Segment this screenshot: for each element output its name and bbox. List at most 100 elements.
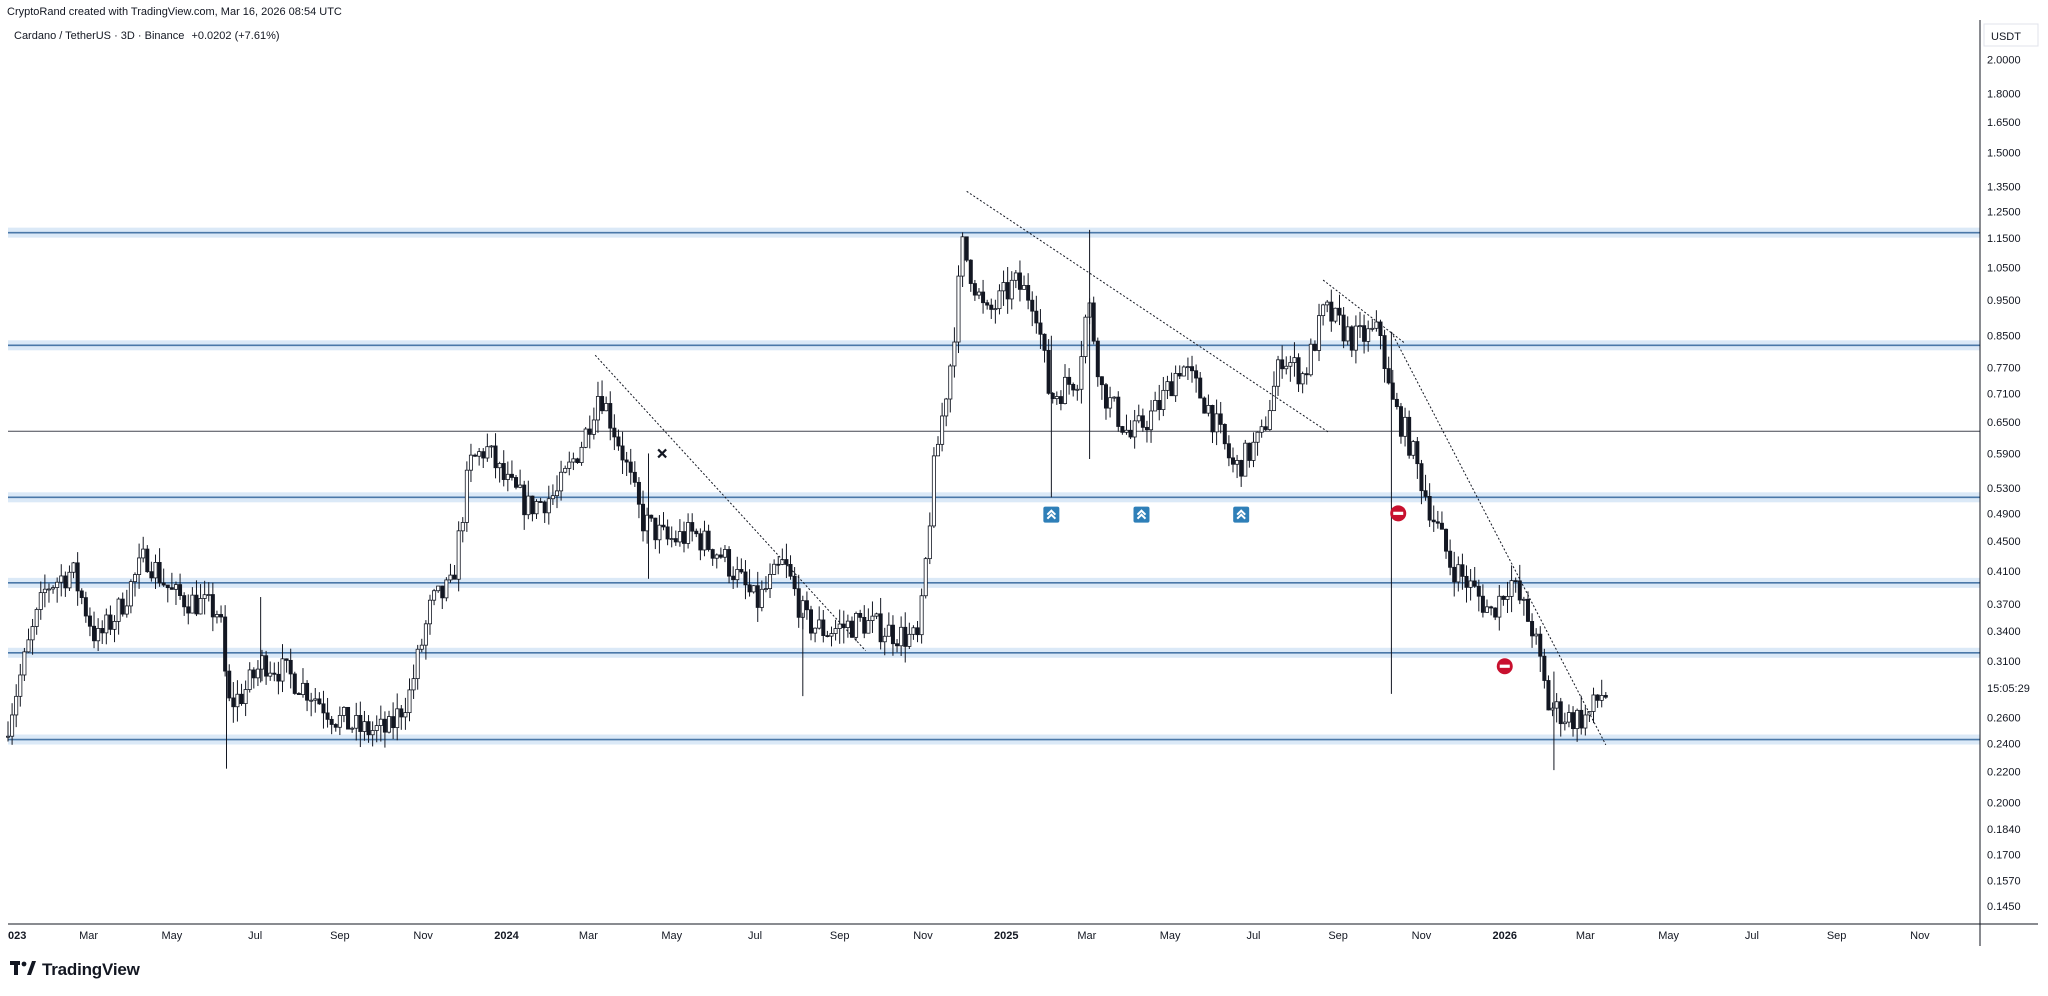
candle-body-133 [550, 495, 555, 500]
symbol-legend[interactable]: Cardano / TetherUS · 3D · Binance +0.020… [14, 30, 284, 42]
candle-body-373 [1534, 633, 1539, 637]
y-tick-label: 0.2200 [1987, 767, 2021, 779]
y-tick-label: 0.3400 [1987, 626, 2021, 638]
candle-body-172 [710, 549, 715, 559]
candle-body-154 [636, 481, 641, 505]
candle-body-103 [427, 599, 432, 625]
candle-body-54 [227, 670, 232, 699]
candle-body-320 [1317, 315, 1322, 351]
candle-body-273 [1124, 429, 1129, 433]
candle-body-330 [1357, 325, 1362, 328]
candle-body-77 [321, 703, 326, 714]
candle-body-202 [833, 628, 838, 634]
tradingview-logo-icon [10, 960, 36, 980]
candle-body-376 [1546, 680, 1551, 711]
x-tick-label: Mar [79, 930, 98, 942]
candle-body-57 [239, 693, 244, 705]
candle-body-250 [1030, 299, 1035, 312]
candle-body-28 [120, 598, 125, 615]
y-tick-label: 0.1570 [1987, 875, 2021, 887]
x-tick-label: May [1658, 930, 1679, 942]
candle-body-127 [526, 495, 531, 516]
y-tick-label: 1.8000 [1987, 89, 2021, 101]
candle-body-220 [907, 633, 912, 647]
candle-body-90 [374, 725, 379, 731]
y-tick-label: 0.8500 [1987, 331, 2021, 343]
candle-body-119 [493, 445, 498, 469]
symbol-label: Cardano / TetherUS · 3D · Binance [14, 30, 185, 42]
candle-body-39 [165, 584, 170, 589]
candlestick-series [6, 229, 1608, 771]
candle-body-270 [1112, 396, 1117, 399]
candle-body-360 [1480, 595, 1485, 613]
candle-body-125 [518, 484, 523, 488]
candle-body-357 [1468, 580, 1473, 588]
candle-body-104 [432, 590, 437, 601]
y-tick-label: 0.3700 [1987, 599, 2021, 611]
no-entry-bar-4 [1393, 511, 1404, 515]
y-tick-label: 0.9500 [1987, 295, 2021, 307]
y-tick-label: 0.3100 [1987, 656, 2021, 668]
candle-body-288 [1185, 366, 1190, 369]
candle-body-201 [829, 633, 834, 637]
candle-body-239 [985, 302, 990, 306]
candle-body-177 [731, 575, 736, 581]
candle-body-310 [1276, 359, 1281, 387]
candle-body-158 [653, 517, 658, 541]
x-tick-label: Mar [1077, 930, 1096, 942]
candle-body-74 [309, 699, 314, 702]
candle-body-176 [727, 549, 732, 577]
candle-body-381 [1566, 712, 1571, 723]
y-tick-label: 0.5300 [1987, 483, 2021, 495]
candle-body-334 [1374, 321, 1379, 329]
candle-body-27 [116, 598, 121, 622]
y-tick-label: 1.0500 [1987, 263, 2021, 275]
candle-body-300 [1235, 460, 1240, 465]
candle-body-162 [669, 538, 674, 540]
candle-body-363 [1493, 607, 1498, 618]
candle-body-287 [1181, 366, 1186, 377]
candle-body-362 [1489, 606, 1494, 609]
candle-body-145 [600, 396, 605, 412]
candle-body-374 [1538, 633, 1543, 657]
candle-body-13 [59, 575, 64, 583]
trendline-3 [1390, 331, 1607, 746]
candle-body-72 [300, 682, 305, 695]
candle-body-142 [587, 428, 592, 435]
candle-body-109 [452, 574, 457, 580]
candle-body-113 [468, 454, 473, 471]
candle-body-218 [899, 626, 904, 647]
candle-body-68 [284, 658, 289, 661]
candle-body-312 [1284, 365, 1289, 370]
candle-body-279 [1149, 410, 1154, 431]
candle-body-328 [1349, 326, 1354, 351]
candle-body-137 [567, 461, 572, 469]
candle-body-8 [38, 592, 43, 610]
candle-body-340 [1398, 406, 1403, 437]
no-entry-icon [1496, 658, 1513, 675]
candle-body-335 [1378, 321, 1383, 336]
candle-body-235 [968, 259, 973, 284]
candle-body-207 [854, 613, 859, 638]
x-tick-label: Sep [1827, 930, 1847, 942]
candle-body-75 [313, 698, 318, 701]
y-tick-label: 0.4100 [1987, 566, 2021, 578]
candle-body-383 [1575, 709, 1580, 730]
candle-body-259 [1067, 376, 1072, 385]
candle-body-152 [628, 461, 633, 473]
candle-body-112 [464, 469, 469, 523]
x-tick-label: Mar [1576, 930, 1595, 942]
candle-body-30 [128, 581, 133, 607]
candle-body-228 [940, 415, 945, 445]
x-tick-label: May [661, 930, 682, 942]
candle-body-130 [538, 501, 543, 503]
candle-body-354 [1456, 564, 1461, 583]
candle-body-79 [329, 718, 334, 725]
candle-body-351 [1444, 528, 1449, 552]
candle-body-333 [1370, 327, 1375, 330]
candle-body-224 [923, 558, 928, 597]
candle-body-37 [157, 562, 162, 584]
candle-body-387 [1591, 694, 1596, 712]
candle-body-42 [178, 584, 183, 596]
